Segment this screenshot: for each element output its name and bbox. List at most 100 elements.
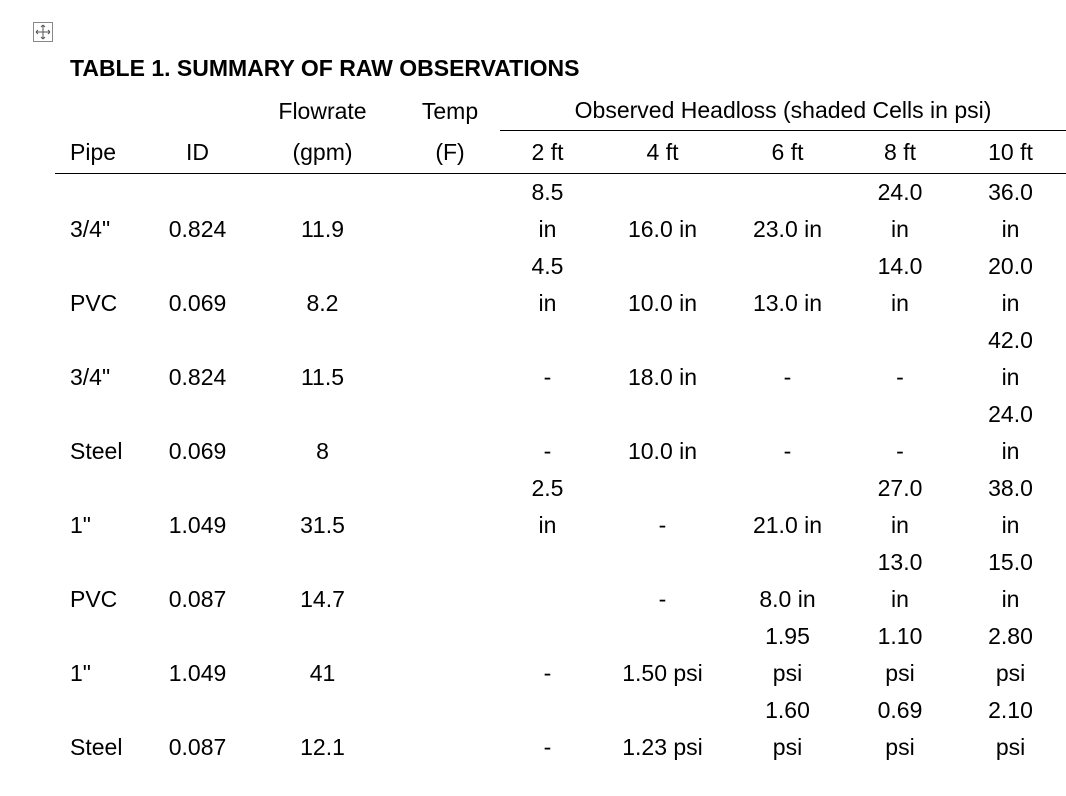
table-cell: 1" (55, 470, 150, 544)
table-cell (400, 470, 500, 544)
column-header: (gpm) (245, 131, 400, 174)
cell-text: PVC (70, 586, 118, 612)
table-cell: - (500, 396, 595, 470)
header-cell: Observed Headloss (shaded Cells in psi) (500, 90, 1066, 131)
table-cell: Steel (55, 396, 150, 470)
cell-text: 1" (70, 512, 91, 538)
table-cell: 18.0 in (595, 322, 730, 396)
table-cell: 1.23 psi (595, 692, 730, 766)
cell-text: 27.0 in (877, 475, 923, 538)
table-cell: 0.087 (150, 544, 245, 618)
cell-text: 14.0 in (877, 253, 923, 316)
cell-text: Steel (70, 734, 123, 760)
table-cell: - (500, 692, 595, 766)
table-cell: 0.69 psi (845, 692, 955, 766)
cell-text: 1.049 (168, 660, 227, 686)
table-cell (400, 248, 500, 322)
table-cell: - (595, 544, 730, 618)
table-cell: 8.5 in (500, 174, 595, 249)
table-cell: 0.824 (150, 322, 245, 396)
header-cell: Temp (421, 98, 479, 124)
cell-text: 16.0 in (627, 216, 698, 242)
cell-text: 41 (309, 660, 336, 686)
table-cell: 13.0 in (730, 248, 845, 322)
cell-text: 15.0 in (988, 549, 1033, 612)
data-row: 3/4" 0.824 11.5 - 18.0 in - - 42.0 in (55, 322, 1066, 396)
cell-text: 3/4" (70, 364, 111, 390)
table-cell: 24.0 in (955, 396, 1066, 470)
cell-text: 1.50 psi (622, 660, 703, 686)
table-cell: 2.5 in (500, 470, 595, 544)
cell-text: 0.069 (168, 438, 227, 464)
data-row: PVC 0.069 8.2 4.5 in 10.0 in 13.0 in 14.0 in 20… (55, 248, 1066, 322)
cell-text: 8.5 in (531, 179, 564, 242)
cell-text: PVC (70, 290, 118, 316)
cell-text: 11.9 (300, 216, 345, 242)
table-cell: 10.0 in (595, 248, 730, 322)
cell-text: 1.95 psi (765, 623, 810, 686)
table-cell: 1.95 psi (730, 618, 845, 692)
cell-text: 2.5 in (531, 475, 564, 538)
cell-text: 10.0 in (627, 438, 698, 464)
cell-text: 31.5 (300, 512, 345, 538)
header-row: Pipe ID (gpm) (F) 2 ft 4 ft 6 ft 8 ft 10 ft (55, 131, 1066, 174)
cell-text: 8.0 in (759, 586, 816, 612)
cell-text: 2.10 psi (988, 697, 1033, 760)
table-cell: 23.0 in (730, 174, 845, 249)
table-cell: 3/4" (55, 322, 150, 396)
table-cell: - (500, 618, 595, 692)
cell-text: - (896, 438, 904, 464)
table-cell: 0.069 (150, 396, 245, 470)
cell-text: - (543, 660, 552, 686)
table-cell: PVC (55, 248, 150, 322)
cell-text: 4.5 in (531, 253, 564, 316)
table-cell: 10.0 in (595, 396, 730, 470)
cell-text: 13.0 in (877, 549, 923, 612)
table-cell: 31.5 (245, 470, 400, 544)
data-row: 1" 1.049 31.5 2.5 in - 21.0 in 27.0 in 38.0 in (55, 470, 1066, 544)
table-cell: 0.824 (150, 174, 245, 249)
cell-text: 0.087 (168, 586, 227, 612)
cell-text: 1.60 psi (765, 697, 810, 760)
table-cell: 36.0 in (955, 174, 1066, 249)
cell-text: 36.0 in (988, 179, 1033, 242)
table-cell: PVC (55, 544, 150, 618)
table-cell: 41 (245, 618, 400, 692)
cell-text: 24.0 in (988, 401, 1033, 464)
table-cell: 11.9 (245, 174, 400, 249)
table-cell: - (595, 470, 730, 544)
data-row: 3/4" 0.824 11.9 8.5 in 16.0 in 23.0 in 24.0 in… (55, 174, 1066, 249)
cell-text: 18.0 in (627, 364, 698, 390)
cell-text: - (783, 438, 792, 464)
cell-text: 1" (70, 660, 91, 686)
table-cell: 8 (245, 396, 400, 470)
table-cell (500, 544, 595, 618)
move-handle[interactable] (33, 22, 53, 42)
cell-text: 1.049 (168, 512, 227, 538)
cell-text: 24.0 in (877, 179, 923, 242)
data-row: PVC 0.087 14.7 - 8.0 in 13.0 in 15.0 in (55, 544, 1066, 618)
cell-text: - (896, 364, 904, 390)
table-cell: - (845, 322, 955, 396)
table-cell: 42.0 in (955, 322, 1066, 396)
header-row: Flowrate Temp Observed Headloss (shaded … (55, 90, 1066, 131)
cell-text: 2.80 psi (988, 623, 1033, 686)
column-header: 4 ft (595, 131, 730, 174)
cell-text: 8.2 (306, 290, 339, 316)
cell-text: 12.1 (300, 734, 345, 760)
cell-text: 1.23 psi (622, 734, 703, 760)
table-cell (400, 174, 500, 249)
cell-text: - (658, 586, 667, 612)
column-header: 8 ft (845, 131, 955, 174)
table-cell: 0.087 (150, 692, 245, 766)
table-cell: 8.0 in (730, 544, 845, 618)
table-cell: 11.5 (245, 322, 400, 396)
cell-text: 0.824 (168, 364, 227, 390)
cell-text: 1.10 psi (877, 623, 923, 686)
column-header: Pipe (55, 131, 150, 174)
cell-text: 38.0 in (988, 475, 1033, 538)
table-cell: 2.80 psi (955, 618, 1066, 692)
table-cell (400, 692, 500, 766)
observations-table: Flowrate Temp Observed Headloss (shaded … (55, 90, 1066, 766)
